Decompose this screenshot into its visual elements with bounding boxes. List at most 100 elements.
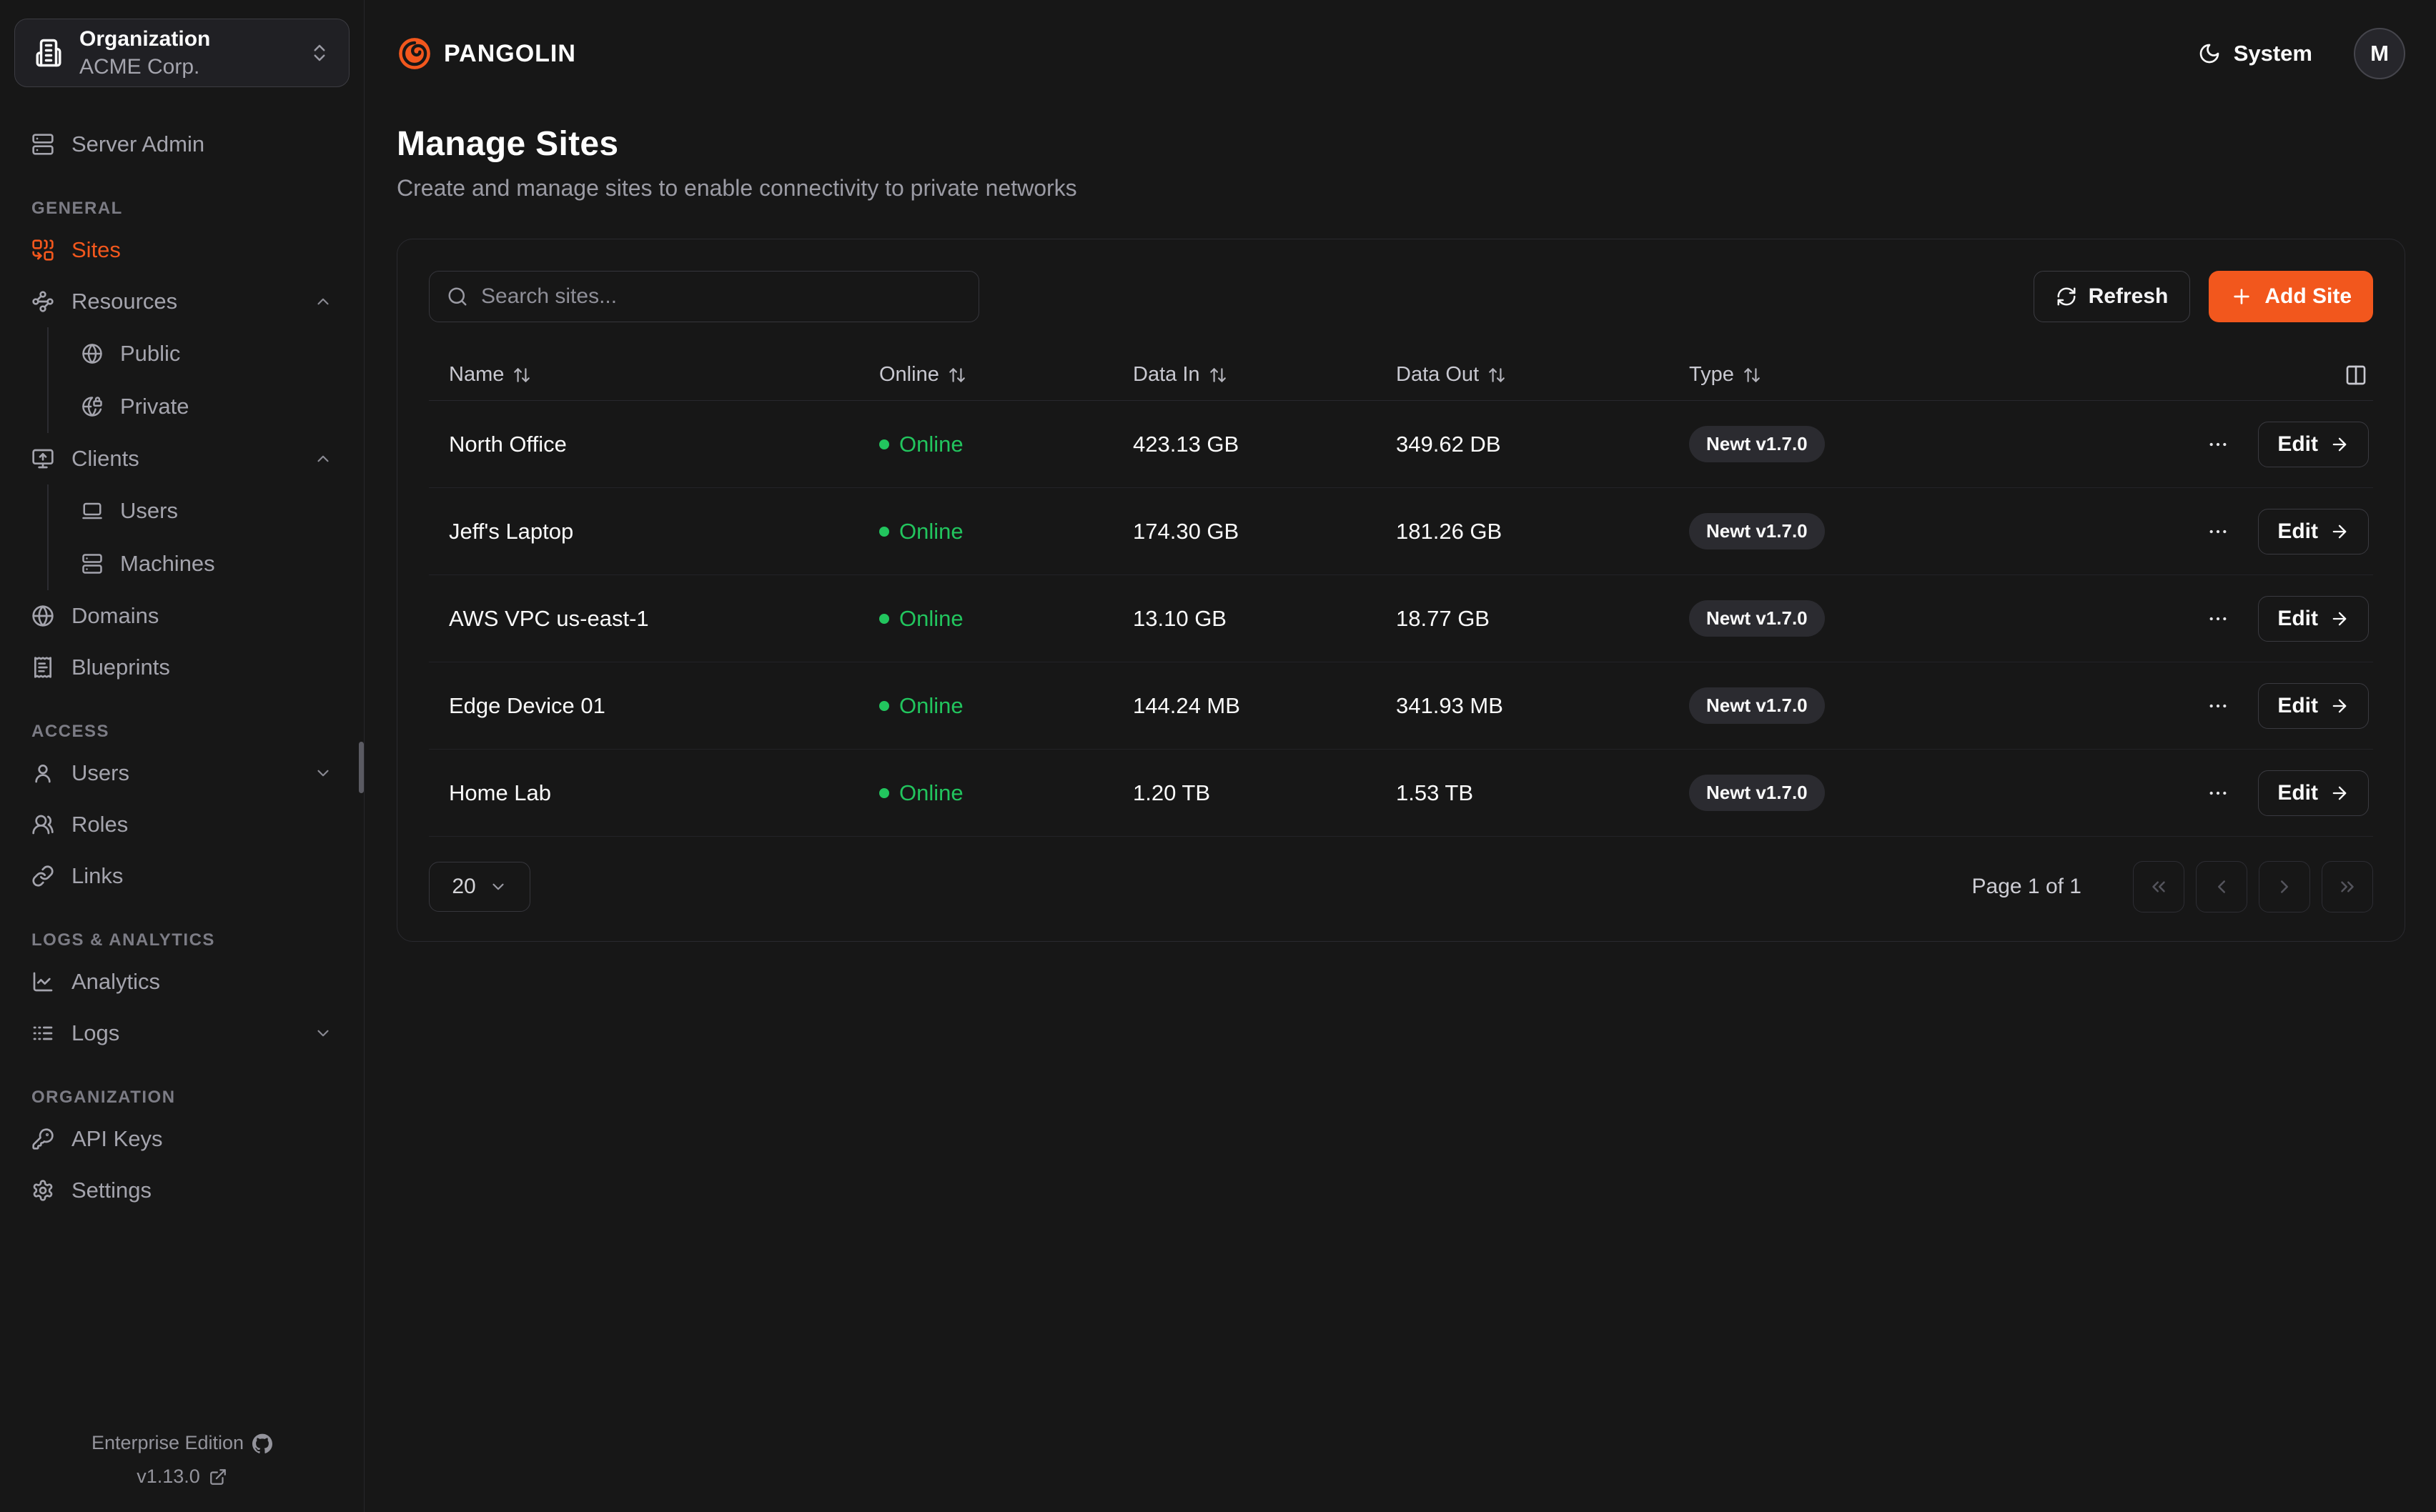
receipt-icon [31, 656, 54, 679]
sidebar: Organization ACME Corp. Server Admin GEN… [0, 0, 365, 1512]
column-label: Online [879, 363, 939, 386]
refresh-button[interactable]: Refresh [2033, 271, 2191, 322]
site-name[interactable]: Home Lab [449, 780, 552, 805]
sidebar-item-label: Clients [71, 446, 139, 471]
status-label: Online [899, 518, 964, 544]
avatar[interactable]: M [2354, 28, 2405, 79]
page-info: Page 1 of 1 [1971, 875, 2081, 898]
online-dot-icon [879, 700, 889, 711]
ellipsis-icon [2207, 782, 2229, 805]
sidebar-item-links[interactable]: Links [14, 850, 350, 902]
brand-logo[interactable]: PANGOLIN [397, 36, 576, 71]
next-page-button[interactable] [2259, 861, 2310, 912]
version-row[interactable]: v1.13.0 [14, 1466, 350, 1488]
logs-icon [31, 1022, 54, 1045]
edit-label: Edit [2277, 606, 2318, 630]
sidebar-item-server-admin[interactable]: Server Admin [14, 119, 350, 170]
column-header-data-in[interactable]: Data In [1133, 363, 1396, 387]
previous-page-button[interactable] [2196, 861, 2247, 912]
arrow-right-icon [2329, 783, 2350, 803]
user-icon [31, 762, 54, 785]
table-footer: 20 Page 1 of 1 [429, 861, 2373, 912]
sidebar-item-private[interactable]: Private [49, 380, 350, 433]
edition-label: Enterprise Edition [91, 1432, 244, 1453]
column-label: Data Out [1396, 363, 1480, 386]
column-header-data-out[interactable]: Data Out [1396, 363, 1689, 387]
page-title: Manage Sites [397, 125, 619, 163]
edit-label: Edit [2277, 519, 2318, 543]
section-label-organization: ORGANIZATION [31, 1088, 176, 1107]
theme-toggle[interactable]: System [2198, 41, 2312, 66]
sidebar-item-logs[interactable]: Logs [14, 1008, 350, 1059]
site-name[interactable]: Edge Device 01 [449, 692, 605, 718]
search-input[interactable] [481, 284, 961, 309]
column-header-online[interactable]: Online [879, 363, 1133, 387]
edit-button[interactable]: Edit [2258, 508, 2369, 554]
column-label: Type [1689, 363, 1734, 386]
monitor-up-icon [31, 447, 54, 470]
chevron-down-icon [314, 1024, 332, 1043]
sidebar-item-sites[interactable]: Sites [14, 224, 350, 276]
edit-label: Edit [2277, 432, 2318, 456]
sidebar-item-clients[interactable]: Clients [14, 433, 350, 484]
sidebar-item-domains[interactable]: Domains [14, 590, 350, 642]
column-visibility-button[interactable] [2159, 364, 2373, 387]
ellipsis-icon [2207, 520, 2229, 543]
sidebar-item-label: Blueprints [71, 655, 170, 680]
edit-label: Edit [2277, 693, 2318, 717]
sidebar-item-label: Domains [71, 603, 159, 628]
org-switcher[interactable]: Organization ACME Corp. [14, 19, 350, 87]
page-size-value: 20 [452, 875, 476, 898]
pangolin-logo-icon [397, 36, 432, 71]
sidebar-item-client-users[interactable]: Users [49, 484, 350, 537]
row-menu-button[interactable] [2207, 433, 2229, 456]
row-menu-button[interactable] [2207, 520, 2229, 543]
column-header-type[interactable]: Type [1689, 363, 2159, 387]
add-site-button[interactable]: Add Site [2209, 271, 2373, 322]
link-icon [31, 865, 54, 887]
sidebar-item-label: Settings [71, 1178, 152, 1203]
type-badge: Newt v1.7.0 [1689, 426, 1825, 462]
last-page-button[interactable] [2322, 861, 2373, 912]
edit-label: Edit [2277, 780, 2318, 805]
row-menu-button[interactable] [2207, 695, 2229, 717]
first-page-button[interactable] [2133, 861, 2184, 912]
page-size-select[interactable]: 20 [429, 862, 530, 912]
site-name[interactable]: AWS VPC us-east-1 [449, 605, 649, 631]
table-row: Edge Device 01 Online 144.24 MB 341.93 M… [429, 662, 2373, 750]
site-name[interactable]: Jeff's Laptop [449, 518, 574, 544]
server-icon [31, 133, 54, 156]
column-header-name[interactable]: Name [429, 363, 879, 387]
sidebar-scrollbar[interactable] [359, 742, 364, 793]
row-menu-button[interactable] [2207, 782, 2229, 805]
edit-button[interactable]: Edit [2258, 595, 2369, 642]
column-label: Data In [1133, 363, 1200, 386]
chevrons-left-icon [2148, 876, 2169, 897]
sidebar-item-public[interactable]: Public [49, 327, 350, 380]
sidebar-item-machines[interactable]: Machines [49, 537, 350, 590]
data-in-value: 423.13 GB [1133, 431, 1239, 457]
plus-icon [2230, 285, 2253, 308]
sidebar-item-api-keys[interactable]: API Keys [14, 1113, 350, 1165]
version-label: v1.13.0 [137, 1466, 200, 1487]
row-menu-button[interactable] [2207, 607, 2229, 630]
status-badge: Online [879, 780, 1133, 806]
site-name[interactable]: North Office [449, 431, 567, 457]
sidebar-item-label: Private [120, 394, 189, 419]
online-dot-icon [879, 787, 889, 798]
sidebar-item-users[interactable]: Users [14, 747, 350, 799]
chevron-left-icon [2211, 876, 2232, 897]
sidebar-item-resources[interactable]: Resources [14, 276, 350, 327]
edit-button[interactable]: Edit [2258, 421, 2369, 467]
sidebar-item-label: Users [71, 760, 129, 785]
sidebar-item-blueprints[interactable]: Blueprints [14, 642, 350, 693]
sidebar-item-roles[interactable]: Roles [14, 799, 350, 850]
edition-row[interactable]: Enterprise Edition [14, 1432, 350, 1454]
sidebar-item-settings[interactable]: Settings [14, 1165, 350, 1216]
sidebar-item-analytics[interactable]: Analytics [14, 956, 350, 1008]
edit-button[interactable]: Edit [2258, 770, 2369, 816]
main-content: PANGOLIN System M Manage Sites Create an… [365, 0, 2436, 1512]
sidebar-item-label: API Keys [71, 1126, 163, 1151]
edit-button[interactable]: Edit [2258, 682, 2369, 729]
sort-icon [513, 366, 531, 384]
